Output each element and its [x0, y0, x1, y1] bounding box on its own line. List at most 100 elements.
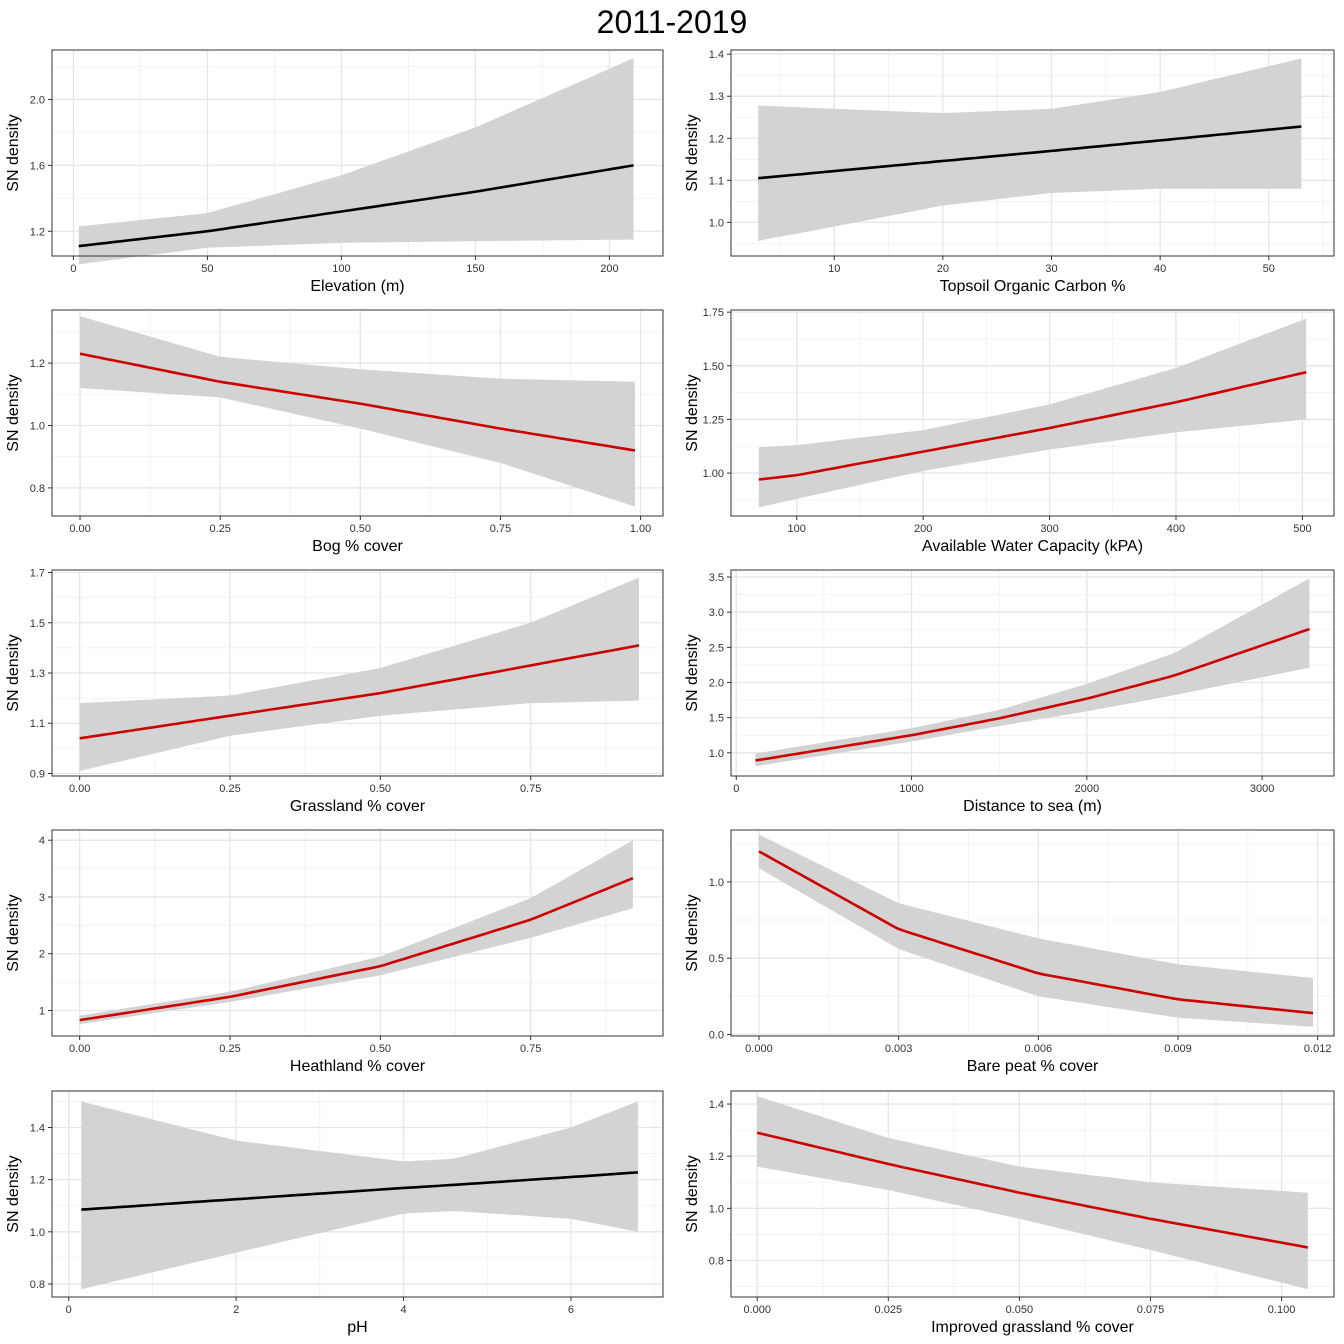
x-tick-label: 150	[466, 263, 484, 275]
x-tick-label: 0	[733, 783, 739, 795]
y-tick-label: 0.8	[30, 483, 45, 495]
x-axis-title: Available Water Capacity (kPA)	[922, 538, 1143, 555]
x-axis-title: Heathland % cover	[290, 1058, 426, 1075]
panel-border	[51, 49, 664, 257]
x-tick-label: 0.000	[743, 1304, 771, 1316]
y-tick-label: 1.1	[709, 175, 724, 187]
y-tick-label: 3	[39, 892, 45, 904]
x-axis-title: pH	[347, 1319, 367, 1336]
x-tick-label: 50	[1263, 263, 1275, 275]
panel-border	[730, 569, 1335, 777]
y-tick-label: 1.3	[30, 668, 45, 680]
x-tick-label: 0.009	[1164, 1043, 1192, 1055]
x-tick-label: 0	[66, 1304, 72, 1316]
x-tick-label: 0.025	[875, 1304, 903, 1316]
y-tick-label: 1.5	[30, 618, 45, 630]
panel-border	[730, 49, 1335, 257]
y-tick-label: 0.9	[30, 768, 45, 780]
x-tick-label: 40	[1154, 263, 1166, 275]
y-tick-label: 1.0	[30, 1227, 45, 1239]
y-axis-title: SN density	[5, 1155, 22, 1232]
x-tick-label: 0.75	[520, 1043, 541, 1055]
confidence-band	[81, 1101, 638, 1290]
panel-border	[730, 1090, 1335, 1298]
y-tick-label: 1.0	[709, 877, 724, 889]
panel-border	[730, 829, 1335, 1037]
x-tick-label: 2000	[1075, 783, 1099, 795]
y-tick-label: 1.5	[709, 713, 724, 725]
x-tick-label: 0.50	[370, 783, 391, 795]
y-tick-label: 2.0	[30, 94, 45, 106]
chart-panel-8: 0.000 0.003 0.006 0.009 0.012 0.0 0.5 1.0 Bare p…	[684, 829, 1335, 1075]
chart-panel-10: 0.000 0.025 0.050 0.075 0.100 0.8 1.0 1.2 1.4 Imp…	[684, 1090, 1335, 1336]
y-tick-label: 1.0	[709, 217, 724, 229]
y-tick-label: 1.4	[709, 49, 724, 61]
chart-panel-2: 10 20 30 40 50 1.0 1.1 1.2 1.3 1.4 Topsoil Organic…	[684, 49, 1335, 295]
y-axis-title: SN density	[684, 1155, 701, 1232]
x-axis-title: Distance to sea (m)	[963, 798, 1102, 815]
y-tick-label: 1.3	[709, 91, 724, 103]
x-tick-label: 0.50	[350, 523, 371, 535]
confidence-band	[79, 840, 633, 1025]
x-tick-label: 30	[1045, 263, 1057, 275]
fitted-line	[758, 850, 1314, 1015]
y-tick-label: 1.4	[709, 1099, 724, 1111]
y-tick-label: 0.8	[30, 1279, 45, 1291]
x-tick-label: 100	[788, 523, 806, 535]
fitted-line	[81, 1171, 638, 1211]
chart-panel-6: 0 1000 2000 3000 1.0 1.5 2.0 2.5 3.0 3.5 Distance …	[684, 569, 1335, 815]
chart-panel-5: 0.00 0.25 0.50 0.75 0.9 1.1 1.3 1.5 1.7 Grassland…	[5, 568, 664, 815]
x-tick-label: 0.00	[69, 1043, 90, 1055]
y-tick-label: 1.2	[30, 358, 45, 370]
y-axis-title: SN density	[5, 634, 22, 711]
x-tick-label: 0.050	[1006, 1304, 1034, 1316]
y-axis-title: SN density	[684, 114, 701, 191]
y-tick-label: 1.50	[703, 361, 724, 373]
y-tick-label: 1.2	[709, 133, 724, 145]
y-axis-title: SN density	[684, 634, 701, 711]
y-tick-label: 1.2	[30, 226, 45, 238]
x-axis-title: Topsoil Organic Carbon %	[940, 278, 1126, 295]
confidence-band	[757, 1096, 1308, 1290]
x-tick-label: 0.012	[1304, 1043, 1332, 1055]
y-tick-label: 1.7	[30, 568, 45, 580]
x-tick-label: 200	[600, 263, 618, 275]
y-tick-label: 1.2	[30, 1175, 45, 1187]
fitted-line	[758, 370, 1307, 481]
confidence-band	[758, 834, 1313, 1027]
fitted-line	[79, 876, 634, 1022]
x-tick-label: 20	[937, 263, 949, 275]
x-tick-label: 0.100	[1268, 1304, 1296, 1316]
fitted-line	[78, 164, 634, 248]
y-tick-label: 0.8	[709, 1255, 724, 1267]
x-tick-label: 0.25	[209, 523, 230, 535]
y-axis-title: SN density	[684, 894, 701, 971]
x-tick-label: 500	[1293, 523, 1311, 535]
y-tick-label: 2.0	[709, 677, 724, 689]
fitted-line	[79, 352, 636, 452]
y-tick-label: 1.1	[30, 718, 45, 730]
x-axis-title: Improved grassland % cover	[931, 1319, 1134, 1336]
panel-border	[51, 309, 664, 517]
panel-border	[730, 309, 1335, 517]
chart-panel-1: 0 50 100 150 200 1.2 1.6 2.0 Elevation (m) SN den…	[5, 49, 664, 295]
y-tick-label: 1.4	[30, 1123, 45, 1135]
x-tick-label: 2	[233, 1304, 239, 1316]
x-tick-label: 0.75	[520, 783, 541, 795]
x-tick-label: 50	[201, 263, 213, 275]
x-tick-label: 6	[568, 1304, 574, 1316]
x-tick-label: 1000	[899, 783, 923, 795]
chart-panel-7: 0.00 0.25 0.50 0.75 1 2 3 4 Heathland % cover SN …	[5, 829, 664, 1075]
x-tick-label: 0.003	[885, 1043, 913, 1055]
x-tick-label: 0.25	[219, 1043, 240, 1055]
y-tick-label: 1.6	[30, 160, 45, 172]
x-tick-label: 0.50	[370, 1043, 391, 1055]
y-tick-label: 3.0	[709, 607, 724, 619]
y-tick-label: 1.75	[703, 307, 724, 319]
confidence-band	[80, 316, 635, 507]
fitted-line	[758, 125, 1302, 180]
y-tick-label: 3.5	[709, 572, 724, 584]
panel-border	[51, 1090, 664, 1298]
y-tick-label: 0.5	[709, 953, 724, 965]
